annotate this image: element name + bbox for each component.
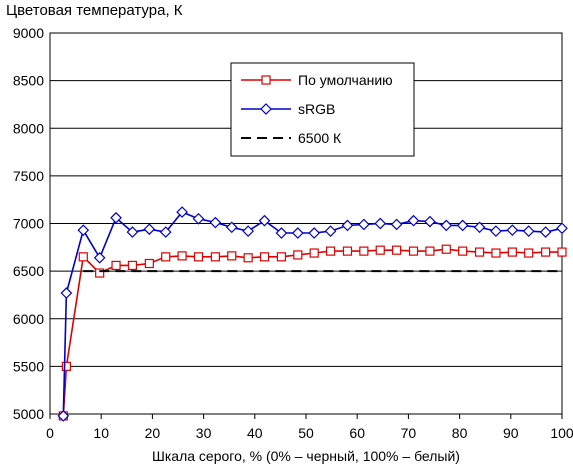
- data-point-default: [491, 248, 501, 258]
- data-point-srgb: [440, 219, 453, 232]
- legend: По умолчанию sRGB 6500 К: [230, 62, 415, 157]
- data-point-srgb: [456, 219, 469, 232]
- data-point-default: [375, 245, 385, 255]
- data-point-srgb: [242, 225, 254, 237]
- legend-marker-srgb: [260, 103, 272, 115]
- x-tick-label: 40: [247, 425, 263, 441]
- data-point-srgb: [308, 227, 321, 239]
- y-tick-label: 7000: [13, 216, 44, 232]
- data-point-default: [441, 244, 451, 254]
- chart-title: Цветовая температура, К: [6, 2, 183, 19]
- x-axis-label: Шкала серого, % (0% – черный, 100% – бел…: [152, 448, 460, 464]
- data-point-srgb: [225, 221, 238, 234]
- data-point-default: [193, 252, 204, 262]
- data-point-default: [309, 248, 319, 258]
- data-point-srgb: [110, 211, 122, 224]
- legend-label-default: По умолчанию: [298, 72, 393, 88]
- x-tick-label: 10: [93, 425, 109, 441]
- x-tick-label: 20: [145, 425, 161, 441]
- data-point-srgb: [407, 214, 420, 227]
- data-point-srgb: [275, 227, 288, 239]
- data-point-srgb: [556, 222, 568, 235]
- data-point-default: [210, 252, 220, 262]
- data-point-default: [408, 246, 419, 256]
- data-point-srgb: [539, 226, 552, 238]
- data-point-srgb: [143, 223, 156, 236]
- data-point-srgb: [60, 287, 73, 299]
- data-point-default: [78, 252, 88, 262]
- data-point-default: [61, 361, 71, 371]
- y-tick-label: 8500: [13, 73, 44, 89]
- data-point-default: [474, 247, 485, 257]
- data-point-srgb: [192, 212, 205, 225]
- legend-label-reference: 6500 К: [298, 130, 342, 146]
- data-point-default: [359, 246, 369, 256]
- data-point-default: [111, 260, 121, 271]
- data-point-default: [276, 252, 287, 262]
- data-point-srgb: [209, 216, 222, 229]
- data-point-srgb: [57, 410, 70, 422]
- data-point-default: [227, 251, 237, 261]
- x-tick-label: 90: [503, 425, 519, 441]
- data-point-srgb: [126, 226, 139, 238]
- x-tick-label: 100: [550, 425, 573, 441]
- data-point-srgb: [490, 225, 502, 237]
- data-point-default: [458, 246, 468, 256]
- data-point-srgb: [522, 225, 535, 237]
- data-point-default: [507, 247, 517, 257]
- data-point-srgb: [473, 221, 486, 234]
- data-point-default: [524, 248, 534, 258]
- data-point-srgb: [358, 218, 370, 231]
- y-tick-label: 6000: [13, 311, 44, 327]
- data-point-srgb: [176, 206, 188, 218]
- data-point-default: [259, 252, 270, 262]
- data-point-default: [127, 260, 138, 271]
- y-tick-label: 5000: [13, 406, 44, 422]
- y-tick-label: 6500: [13, 263, 44, 279]
- x-tick-label: 30: [196, 425, 212, 441]
- data-point-default: [177, 251, 187, 261]
- data-point-default: [392, 245, 402, 255]
- data-point-srgb: [93, 251, 106, 264]
- data-point-srgb: [341, 219, 354, 232]
- data-point-srgb: [324, 225, 337, 237]
- y-tick-label: 9000: [13, 25, 44, 41]
- data-point-srgb: [258, 214, 271, 227]
- data-point-srgb: [390, 218, 403, 231]
- x-tick-label: 0: [46, 425, 54, 441]
- data-point-default: [342, 246, 353, 256]
- data-point-default: [243, 253, 253, 263]
- legend-marker-default: [261, 75, 271, 85]
- data-point-default: [541, 247, 551, 257]
- x-tick-label: 60: [349, 425, 365, 441]
- data-point-default: [325, 246, 336, 256]
- data-point-default: [161, 252, 171, 262]
- data-point-srgb: [374, 217, 387, 230]
- data-point-default: [144, 258, 154, 269]
- x-tick-label: 80: [452, 425, 468, 441]
- data-point-srgb: [291, 227, 304, 239]
- data-point-default: [95, 268, 105, 278]
- y-tick-label: 7500: [13, 168, 44, 184]
- data-point-srgb: [424, 215, 436, 228]
- data-point-srgb: [506, 224, 519, 237]
- data-point-default: [425, 246, 435, 256]
- data-point-srgb: [159, 226, 172, 238]
- data-point-default: [293, 250, 303, 260]
- y-tick-label: 5500: [13, 358, 44, 374]
- y-tick-label: 8000: [13, 120, 44, 136]
- data-point-default: [557, 247, 567, 257]
- x-tick-label: 70: [401, 425, 417, 441]
- data-point-srgb: [77, 224, 90, 237]
- legend-label-srgb: sRGB: [298, 101, 335, 117]
- x-tick-label: 50: [298, 425, 314, 441]
